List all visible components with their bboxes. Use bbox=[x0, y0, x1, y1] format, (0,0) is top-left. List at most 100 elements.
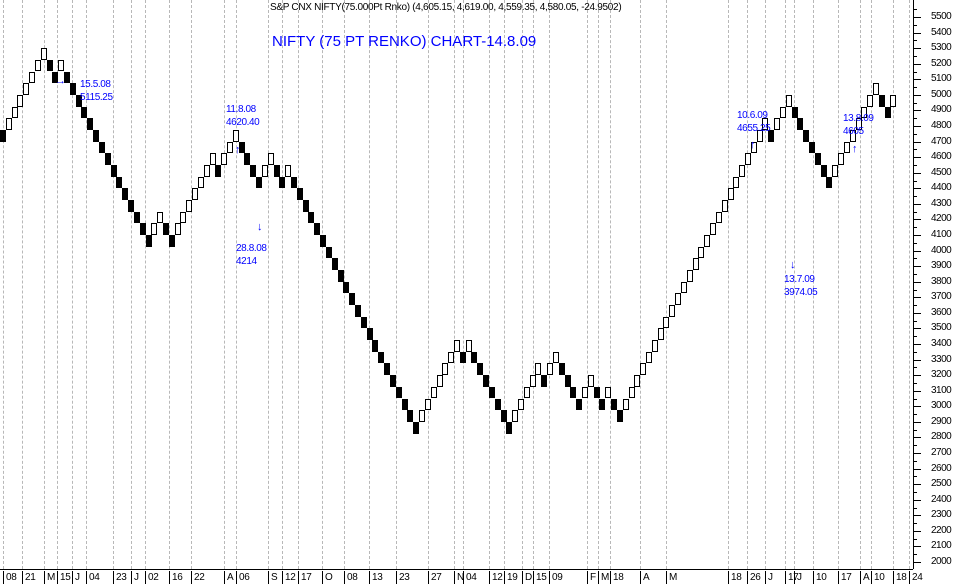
up-brick bbox=[628, 386, 635, 399]
x-tick-label: 08 bbox=[3, 571, 17, 584]
x-tick-label: 09 bbox=[549, 571, 563, 584]
y-tick bbox=[914, 515, 921, 517]
down-brick bbox=[803, 129, 810, 142]
annotation-label: 10.6.09 4655.25 bbox=[737, 109, 771, 135]
grid-line bbox=[610, 0, 611, 569]
up-brick bbox=[861, 106, 868, 119]
grid-line bbox=[428, 0, 429, 569]
x-tick-label: 04 bbox=[86, 571, 100, 584]
x-tick-label: 19 bbox=[504, 571, 518, 584]
up-brick bbox=[663, 316, 670, 329]
up-brick bbox=[739, 164, 746, 177]
up-brick bbox=[29, 71, 36, 84]
down-brick bbox=[337, 270, 344, 282]
up-brick bbox=[512, 410, 519, 422]
y-minor-tick bbox=[914, 336, 917, 338]
down-brick bbox=[395, 386, 402, 399]
y-tick bbox=[914, 297, 921, 299]
x-tick-label: 13 bbox=[369, 571, 383, 584]
y-tick-label: 3000 bbox=[931, 400, 952, 412]
x-tick-label: S bbox=[268, 571, 278, 584]
up-brick bbox=[855, 118, 862, 130]
up-brick bbox=[774, 118, 781, 130]
y-tick bbox=[914, 499, 921, 501]
up-brick bbox=[203, 164, 210, 177]
grid-line bbox=[549, 0, 550, 569]
y-minor-tick bbox=[914, 196, 917, 198]
up-brick bbox=[547, 363, 554, 376]
y-axis: 2000 2100 2200 2300 2400 2500 2600 2700 2800 2900… bbox=[913, 0, 956, 569]
down-brick bbox=[576, 398, 583, 411]
annotation-date: 10.6.09 bbox=[737, 110, 768, 121]
y-minor-tick bbox=[914, 289, 917, 291]
up-brick bbox=[710, 223, 717, 235]
y-tick-label: 4700 bbox=[931, 135, 952, 147]
x-tick-label: J bbox=[794, 571, 802, 584]
y-minor-tick bbox=[914, 538, 917, 540]
up-brick bbox=[651, 340, 658, 352]
grid-line bbox=[369, 0, 370, 569]
up-brick bbox=[192, 188, 199, 200]
down-brick bbox=[343, 281, 350, 294]
y-minor-tick bbox=[914, 55, 917, 57]
down-brick bbox=[500, 410, 507, 422]
down-brick bbox=[483, 375, 490, 387]
up-brick bbox=[698, 246, 705, 259]
y-tick bbox=[914, 32, 921, 34]
y-tick-label: 2600 bbox=[931, 462, 952, 474]
y-tick bbox=[914, 126, 921, 127]
y-tick-label: 2700 bbox=[931, 447, 952, 458]
up-brick bbox=[704, 235, 711, 247]
chart-title: NIFTY (75 PT RENKO) CHART-14.8.09 bbox=[272, 33, 537, 50]
y-tick bbox=[914, 453, 921, 454]
x-tick-label: 02 bbox=[145, 571, 159, 584]
grid-line bbox=[893, 0, 894, 569]
down-brick bbox=[87, 118, 94, 130]
y-minor-tick bbox=[914, 507, 917, 509]
down-brick bbox=[279, 176, 286, 189]
down-brick bbox=[133, 211, 140, 224]
y-tick bbox=[914, 94, 921, 96]
y-tick bbox=[914, 48, 921, 50]
y-tick-label: 4200 bbox=[931, 213, 952, 225]
down-brick bbox=[110, 164, 117, 177]
down-brick bbox=[75, 94, 82, 107]
y-minor-tick bbox=[914, 133, 917, 135]
annotation-value: 4655.25 bbox=[737, 123, 771, 134]
y-tick bbox=[914, 188, 921, 190]
down-brick bbox=[308, 211, 315, 224]
y-minor-tick bbox=[914, 523, 917, 525]
x-tick-label: 04 bbox=[463, 571, 477, 584]
grid-line bbox=[44, 0, 45, 569]
y-minor-tick bbox=[914, 491, 917, 493]
up-brick bbox=[453, 340, 460, 352]
y-minor-tick bbox=[914, 40, 917, 42]
up-brick bbox=[436, 375, 443, 387]
down-brick bbox=[162, 223, 169, 235]
x-tick-label: M bbox=[44, 571, 55, 584]
up-brick bbox=[261, 164, 268, 177]
y-tick bbox=[914, 203, 921, 205]
up-brick bbox=[221, 153, 228, 165]
y-tick-label: 2200 bbox=[931, 524, 952, 536]
y-tick-label: 5500 bbox=[931, 11, 952, 22]
x-tick-label: D bbox=[522, 571, 532, 584]
up-brick bbox=[232, 129, 239, 142]
down-brick bbox=[593, 386, 600, 399]
down-brick bbox=[81, 106, 88, 119]
down-brick bbox=[878, 94, 885, 107]
up-brick bbox=[535, 363, 542, 376]
up-brick bbox=[23, 83, 30, 95]
y-minor-tick bbox=[914, 71, 917, 73]
y-minor-tick bbox=[914, 102, 917, 104]
grid-line bbox=[533, 0, 534, 569]
x-tick-label: 08 bbox=[344, 571, 358, 584]
down-brick bbox=[256, 176, 263, 189]
up-brick bbox=[419, 410, 426, 422]
y-tick-label: 5400 bbox=[931, 26, 952, 38]
down-brick bbox=[366, 328, 373, 341]
x-tick-label: A bbox=[860, 571, 870, 584]
x-tick-label: 12 bbox=[282, 571, 296, 584]
down-brick bbox=[296, 188, 303, 200]
down-brick bbox=[314, 223, 321, 235]
